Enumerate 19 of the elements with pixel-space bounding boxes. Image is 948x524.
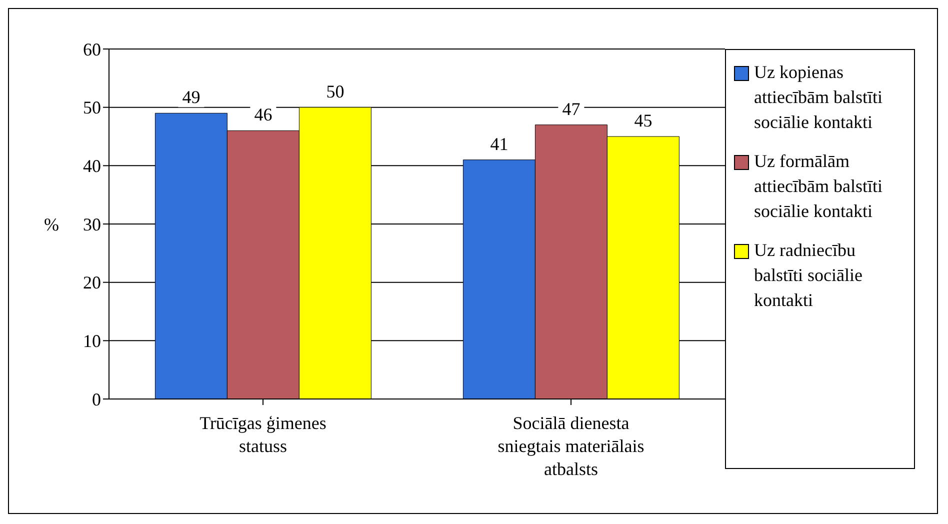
legend-label: Uz kopienas attiecībām balstīti sociālie kontakti — [754, 61, 884, 134]
data-label: 47 — [562, 98, 580, 119]
x-tick-label: Sociālā dienesta sniegtais materiālais atbalsts — [498, 413, 644, 479]
y-tick-label: 40 — [83, 156, 101, 176]
data-label: 50 — [326, 81, 344, 102]
data-label: 46 — [254, 104, 272, 125]
y-tick-label: 60 — [83, 39, 101, 60]
legend-label: Uz radniecību balstīti sociālie kontakti — [754, 239, 864, 312]
y-axis-title: % — [44, 214, 59, 234]
data-label: 49 — [182, 87, 200, 108]
y-tick-label: 50 — [83, 98, 101, 118]
data-label: 41 — [490, 134, 508, 154]
legend-label: Uz formālām attiecībām balstīti sociālie kontakti — [754, 150, 884, 223]
y-tick-label: 0 — [92, 389, 101, 410]
y-tick-label: 20 — [83, 272, 101, 293]
data-label: 45 — [634, 110, 652, 130]
y-tick-label: 10 — [83, 331, 101, 352]
x-tick-label: Trūcīgas ģimenes statuss — [200, 413, 326, 456]
y-tick-label: 30 — [83, 214, 101, 234]
